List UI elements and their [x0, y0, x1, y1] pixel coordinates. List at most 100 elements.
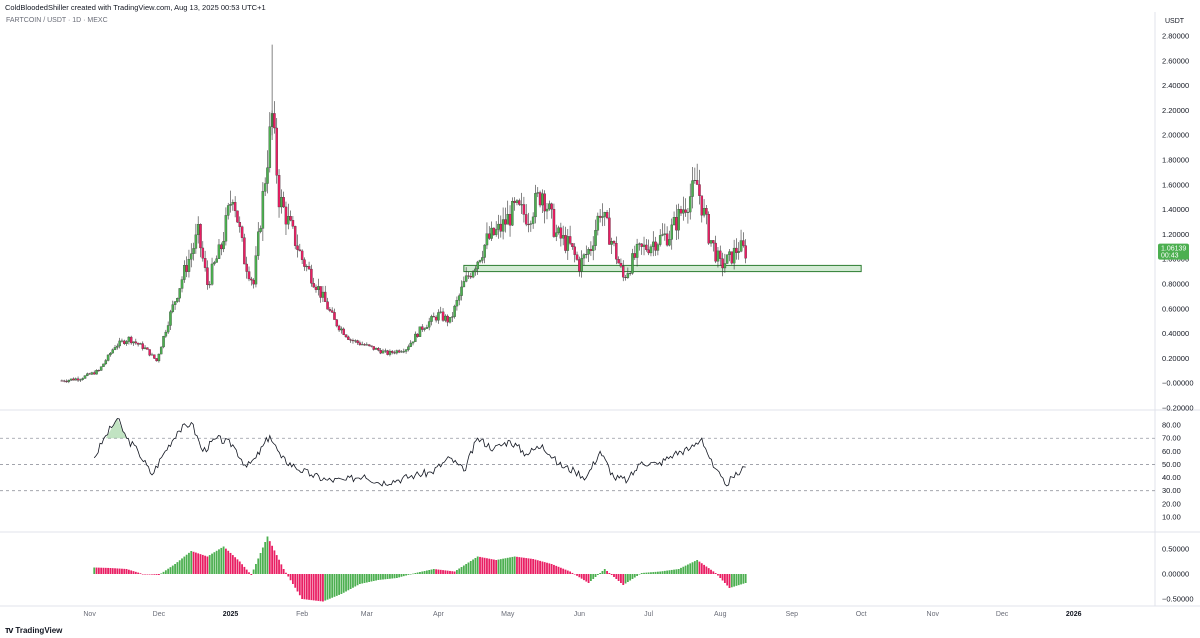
- histogram-bar: [610, 574, 613, 575]
- candle-body: [194, 234, 198, 249]
- histogram-bar: [148, 574, 151, 575]
- candle-body: [397, 350, 401, 353]
- histogram-bar: [520, 557, 523, 574]
- histogram-bar: [414, 573, 417, 574]
- histogram-bar: [345, 574, 347, 592]
- price-tick-label: 2.60000: [1162, 56, 1189, 65]
- histogram-bar: [372, 574, 375, 581]
- histogram-bar: [689, 563, 692, 574]
- candle-body: [120, 340, 124, 342]
- candle-body: [250, 278, 253, 281]
- candle-body: [344, 334, 348, 338]
- candle-body: [714, 242, 717, 262]
- histogram-bar: [673, 569, 675, 574]
- histogram-bar: [423, 571, 426, 574]
- tradingview-footer[interactable]: ᴛᴠ TradingView: [5, 625, 62, 635]
- histogram-bar: [218, 549, 220, 574]
- rsi-tick-label: 30.00: [1162, 486, 1181, 495]
- candle-body: [83, 375, 87, 379]
- histogram-bar: [255, 564, 257, 574]
- candle-body: [432, 316, 436, 318]
- histogram-bar: [624, 574, 627, 584]
- candle-body: [453, 305, 456, 317]
- histogram-bar: [481, 557, 484, 574]
- time-tick-label: Apr: [433, 611, 445, 618]
- candle-body: [534, 193, 537, 218]
- histogram-bar: [416, 572, 419, 574]
- histogram-bar: [412, 573, 414, 575]
- histogram-bar: [322, 574, 324, 602]
- histogram-bar: [340, 574, 343, 594]
- candle-body: [169, 311, 172, 326]
- candle-body: [111, 349, 114, 354]
- histogram-bar: [631, 574, 634, 579]
- histogram-bar: [576, 574, 578, 576]
- histogram-pane: [93, 536, 747, 602]
- candle-body: [407, 346, 410, 350]
- candle-body: [231, 202, 235, 205]
- histogram-bar: [169, 567, 172, 574]
- candle-body: [568, 236, 572, 244]
- histogram-bar: [310, 574, 313, 601]
- candle-body: [363, 344, 366, 346]
- histogram-bar: [197, 553, 200, 574]
- histogram-bar: [636, 574, 638, 576]
- histogram-bar: [430, 569, 433, 574]
- candle-body: [157, 353, 161, 362]
- histogram-bar: [592, 574, 595, 579]
- candle-body: [360, 344, 364, 346]
- candle-body: [504, 219, 507, 225]
- candle-body: [421, 326, 424, 330]
- candle-body: [485, 233, 489, 246]
- histogram-bar: [398, 574, 401, 578]
- histogram-bar: [160, 573, 163, 574]
- histogram-bar: [458, 568, 461, 574]
- candle-body: [682, 209, 685, 214]
- price-tag-value: 1.06139: [1161, 246, 1186, 253]
- candle-body: [118, 340, 121, 347]
- histogram-bar: [171, 565, 174, 574]
- candle-body: [615, 243, 618, 260]
- candle-body: [582, 254, 586, 259]
- candle-body: [474, 268, 477, 272]
- histogram-bar: [495, 560, 498, 574]
- histogram-bar: [613, 574, 615, 577]
- histogram-bar: [104, 567, 107, 574]
- rsi-tick-label: 80.00: [1162, 421, 1181, 430]
- candle-body: [467, 275, 470, 277]
- candle-body: [381, 350, 385, 354]
- histogram-bar: [654, 571, 657, 574]
- candle-body: [305, 266, 309, 268]
- tradingview-logo-icon: ᴛᴠ: [5, 625, 13, 635]
- price-tick-label: 0.40000: [1162, 329, 1189, 338]
- candle-body: [180, 279, 184, 289]
- histogram-bar: [305, 574, 308, 600]
- candle-body: [217, 244, 221, 259]
- price-tag-bg: [1158, 243, 1189, 260]
- histogram-bar: [643, 572, 645, 574]
- histogram-bar: [259, 553, 262, 574]
- candle-body: [377, 348, 380, 351]
- candle-body: [719, 250, 722, 259]
- rsi-tick-label: 50.00: [1162, 460, 1181, 469]
- histogram-bar: [204, 555, 207, 574]
- histogram-bar: [633, 574, 636, 578]
- candle-body: [591, 245, 595, 251]
- histogram-bar: [578, 574, 581, 578]
- candle-body: [529, 223, 533, 225]
- candle-body: [677, 208, 680, 231]
- histogram-bar: [100, 567, 103, 574]
- histogram-bar: [647, 572, 650, 574]
- histogram-bar: [446, 570, 449, 574]
- candlestick-series: [60, 44, 747, 384]
- price-tick-label: 1.20000: [1162, 230, 1189, 239]
- histogram-bar: [95, 567, 98, 574]
- candle-body: [684, 209, 687, 213]
- histogram-bar: [326, 574, 329, 600]
- histogram-bar: [742, 574, 745, 584]
- histogram-bar: [425, 570, 428, 574]
- candle-body: [735, 247, 738, 253]
- support-zone: [463, 264, 862, 273]
- candle-body: [561, 235, 565, 239]
